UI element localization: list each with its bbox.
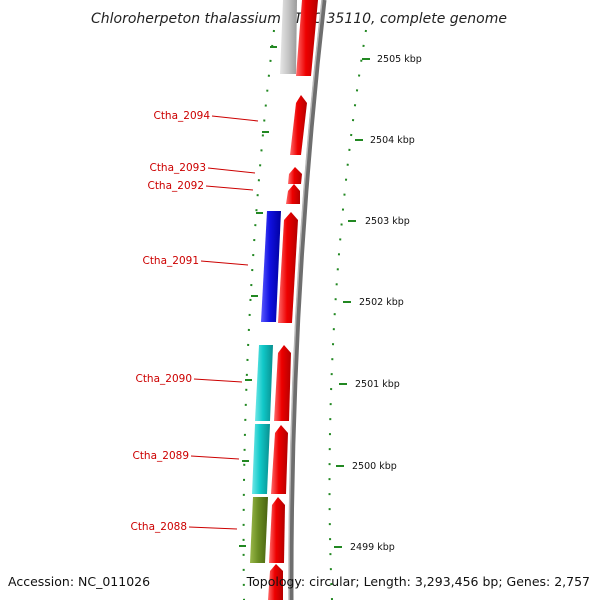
leader-line (190, 455, 240, 460)
gene-label[interactable]: Ctha_2088 (130, 521, 187, 533)
gene-track (268, 0, 318, 600)
axis-tick-label: 2502 kbp (359, 297, 404, 308)
accession-text: Accession: NC_011026 (8, 574, 150, 589)
gene-label-group: Ctha_2091 (142, 255, 249, 267)
gene-label[interactable]: Ctha_2089 (132, 450, 189, 462)
gene-label-group: Ctha_2092 (147, 180, 254, 192)
cog-box-cyan-2090[interactable] (255, 345, 273, 421)
axis-tick-label: 2500 kbp (352, 461, 397, 472)
axis: 2505 kbp 2504 kbp 2503 kbp 2502 kbp 2501… (334, 54, 422, 553)
axis-tick-2500: 2500 kbp (336, 461, 397, 472)
axis-tick-2504: 2504 kbp (355, 135, 415, 146)
gene-arrow[interactable] (296, 0, 318, 76)
axis-tick-2503: 2503 kbp (348, 216, 410, 227)
leader-line (205, 185, 254, 191)
leader-line (207, 167, 256, 174)
gene-arrow-ctha-2090[interactable] (274, 345, 291, 421)
cog-track (250, 0, 297, 563)
cog-box-olive[interactable] (250, 497, 268, 563)
gene-arrow-ctha-2088[interactable] (269, 497, 285, 563)
gene-label-group: Ctha_2094 (153, 110, 259, 122)
gene-labels: Ctha_2094 Ctha_2093 Ctha_2092 Ctha_2091 … (130, 110, 259, 533)
gene-label[interactable]: Ctha_2090 (135, 373, 192, 385)
topology-text: Topology: circular; Length: 3,293,456 bp… (246, 574, 590, 589)
cog-box-cyan-2089[interactable] (252, 424, 270, 494)
leader-line (188, 526, 238, 530)
cog-box-gray[interactable] (280, 0, 297, 74)
map-title: Chloroherpeton thalassium ATCC 35110, co… (91, 11, 507, 27)
gene-label-group: Ctha_2090 (135, 373, 243, 385)
cog-box-blue[interactable] (261, 211, 281, 322)
leader-line (200, 260, 249, 266)
gene-label-group: Ctha_2089 (132, 450, 240, 462)
gene-arrow-ctha-2094[interactable] (290, 95, 307, 155)
gene-label[interactable]: Ctha_2091 (142, 255, 199, 267)
backbone-highlight (288, 0, 323, 600)
gene-arrow-ctha-2089[interactable] (271, 425, 288, 494)
axis-tick-label: 2499 kbp (350, 542, 395, 553)
backbone (288, 0, 327, 600)
gene-arrow-ctha-2091[interactable] (278, 212, 298, 323)
gene-arrow[interactable] (268, 564, 283, 600)
axis-tick-label: 2505 kbp (377, 54, 422, 65)
gene-arrow-ctha-2093[interactable] (288, 167, 302, 184)
gene-label[interactable]: Ctha_2094 (153, 110, 210, 122)
axis-tick-2505: 2505 kbp (362, 54, 422, 65)
axis-tick-2501: 2501 kbp (339, 379, 400, 390)
outer-dotted-arc (328, 29, 367, 600)
gene-label[interactable]: Ctha_2093 (149, 162, 206, 174)
axis-tick-label: 2503 kbp (365, 216, 410, 227)
leader-line (211, 115, 259, 122)
gene-label-group: Ctha_2093 (149, 162, 256, 174)
axis-tick-label: 2504 kbp (370, 135, 415, 146)
leader-line (193, 378, 243, 383)
axis-tick-2499: 2499 kbp (334, 542, 395, 553)
axis-tick-label: 2501 kbp (355, 379, 400, 390)
gene-arrow-ctha-2092[interactable] (286, 184, 300, 204)
axis-tick-2502: 2502 kbp (343, 297, 404, 308)
gene-label-group: Ctha_2088 (130, 521, 238, 533)
inner-major-ticks (239, 46, 277, 547)
gene-label[interactable]: Ctha_2092 (147, 180, 204, 192)
